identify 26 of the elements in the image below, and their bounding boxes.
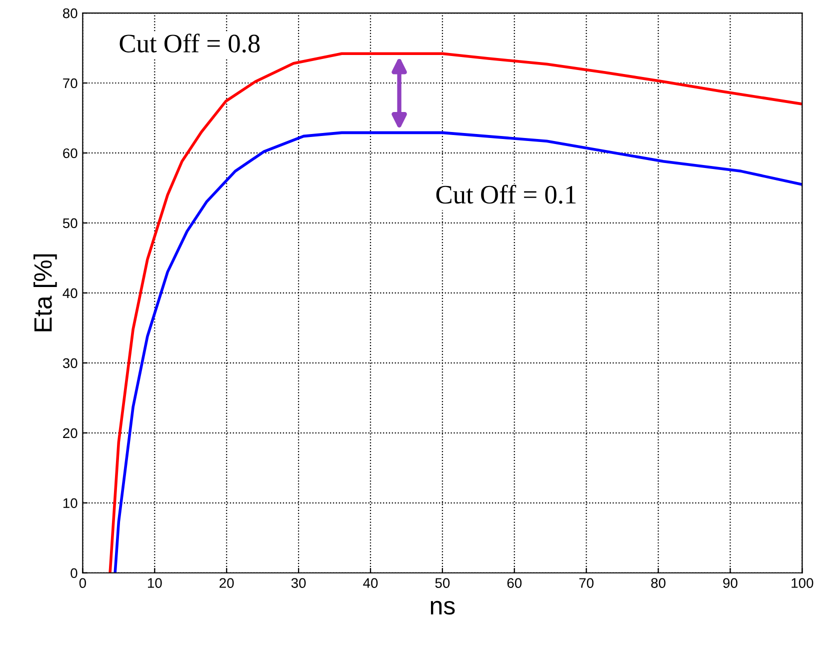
line-series bbox=[108, 52, 802, 573]
x-tick-label: 0 bbox=[79, 578, 86, 588]
y-tick-label: 20 bbox=[63, 428, 78, 438]
y-tick-label: 70 bbox=[63, 78, 78, 88]
y-tick-label: 50 bbox=[62, 218, 78, 228]
x-tick-label: 80 bbox=[651, 578, 666, 588]
y-tick-label: 0 bbox=[70, 568, 78, 578]
x-tick-label: 90 bbox=[723, 578, 738, 588]
line-series bbox=[114, 131, 802, 573]
x-tick-label: 40 bbox=[363, 578, 378, 588]
y-tick-label: 40 bbox=[62, 288, 78, 298]
x-tick-label: 10 bbox=[148, 578, 162, 588]
x-axis-title: ns bbox=[430, 600, 455, 615]
y-tick-label: 30 bbox=[62, 358, 78, 368]
x-tick-label: 20 bbox=[220, 578, 234, 588]
x-tick-label: 100 bbox=[792, 578, 814, 588]
x-tick-label: 50 bbox=[435, 578, 450, 588]
y-tick-label: 10 bbox=[63, 498, 78, 508]
y-tick-label: 80 bbox=[62, 8, 78, 18]
x-tick-label: 30 bbox=[291, 578, 306, 588]
x-tick-label: 70 bbox=[579, 578, 594, 588]
series-label: Cut Off = 0.8 bbox=[120, 34, 260, 53]
y-axis-title: Eta [%] bbox=[34, 254, 57, 332]
y-tick-label: 60 bbox=[63, 148, 78, 158]
series-label: Cut Off = 0.1 bbox=[436, 184, 576, 204]
x-tick-label: 60 bbox=[507, 578, 522, 588]
